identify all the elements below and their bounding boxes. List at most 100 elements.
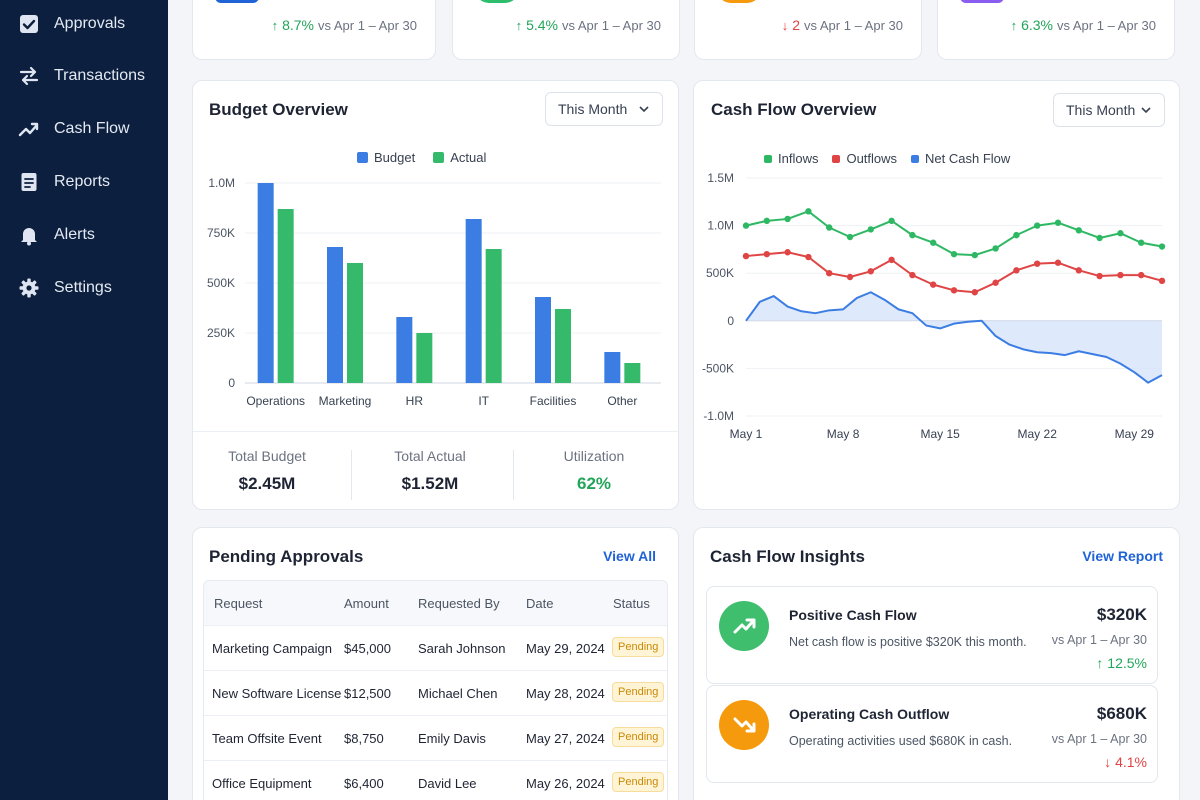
data-point-outflows <box>971 289 978 296</box>
insight-operating-cash-outflow[interactable]: Operating Cash Outflow Operating activit… <box>706 685 1158 783</box>
cell-requested-by: David Lee <box>418 776 477 791</box>
table-row[interactable]: Team Offsite Event $8,750 Emily Davis Ma… <box>204 716 667 761</box>
stat-range: vs Apr 1 – Apr 30 <box>317 17 417 33</box>
y-tick-label: 250K <box>207 326 235 340</box>
document-icon <box>18 171 40 193</box>
stat-range: vs Apr 1 – Apr 30 <box>1056 17 1156 33</box>
budget-summary: Total Budget $2.45M Total Actual $1.52M … <box>193 431 678 511</box>
divider <box>513 450 514 500</box>
arrow-up-icon: ↑ <box>271 17 279 33</box>
data-point-inflows <box>742 222 750 229</box>
stat-trend: ↑ 8.7% vs Apr 1 – Apr 30 <box>272 17 417 33</box>
total-actual-cell: Total Actual $1.52M <box>350 448 510 494</box>
status-badge: Pending <box>612 637 665 657</box>
bar-budget <box>327 247 343 383</box>
sidebar-item-label: Transactions <box>54 67 145 84</box>
column-header-status[interactable]: Status <box>613 596 650 611</box>
x-tick-label: HR <box>406 394 424 408</box>
stat-range: vs Apr 1 – Apr 30 <box>803 17 903 33</box>
data-point-outflows <box>846 273 854 281</box>
insight-change: ↑ 12.5% <box>1096 655 1147 671</box>
data-point-outflows <box>826 270 833 277</box>
view-all-link[interactable]: View All <box>603 548 656 564</box>
data-point-outflows <box>1138 271 1145 279</box>
y-tick-label: 0 <box>727 314 734 328</box>
stat-trend: ↓ 2 vs Apr 1 – Apr 30 <box>782 17 903 33</box>
x-tick-label: May 1 <box>730 427 763 441</box>
stat-icon <box>475 0 519 3</box>
column-header-requested-by[interactable]: Requested By <box>418 596 500 611</box>
chevron-down-icon <box>1141 107 1151 114</box>
bar-budget <box>604 352 621 383</box>
sidebar-item-alerts[interactable]: Alerts <box>0 215 168 255</box>
card-title: Budget Overview <box>209 100 348 119</box>
card-title: Cash Flow Insights <box>710 547 865 566</box>
data-point-inflows <box>1096 234 1103 242</box>
total-budget-value: $2.45M <box>238 474 296 493</box>
data-point-inflows <box>763 217 770 225</box>
x-tick-label: Operations <box>246 394 305 408</box>
column-header-date[interactable]: Date <box>526 596 554 611</box>
data-point-outflows <box>867 268 874 275</box>
table-header: Request Amount Requested By Date Status <box>204 581 667 626</box>
data-point-inflows <box>992 245 999 252</box>
net-cash-flow-area <box>746 292 1162 383</box>
x-tick-label: May 22 <box>1018 427 1058 441</box>
cell-date: May 28, 2024 <box>526 686 605 701</box>
cell-date: May 27, 2024 <box>526 731 605 746</box>
data-point-outflows <box>1034 260 1041 267</box>
legend-item-net-cash-flow: Net Cash Flow <box>911 151 1010 166</box>
bar-actual <box>485 249 502 383</box>
arrow-down-icon: ↓ <box>781 17 789 33</box>
bar-actual <box>555 309 571 383</box>
stat-percent: 6.3% <box>1021 17 1053 33</box>
column-header-request[interactable]: Request <box>214 596 263 611</box>
legend-item-inflows: Inflows <box>764 151 818 166</box>
card-title: Cash Flow Overview <box>711 100 877 119</box>
utilization-cell: Utilization 62% <box>514 448 674 494</box>
data-point-outflows <box>1117 271 1124 279</box>
cash-flow-insights-card: Cash Flow Insights View Report Positive … <box>693 527 1180 800</box>
x-tick-label: May 15 <box>920 427 960 441</box>
total-actual-label: Total Actual <box>394 448 466 464</box>
sidebar-item-approvals[interactable]: Approvals <box>0 4 168 44</box>
data-point-inflows <box>1013 231 1020 239</box>
table-row[interactable]: New Software License $12,500 Michael Che… <box>204 671 667 716</box>
view-report-link[interactable]: View Report <box>1082 548 1163 564</box>
data-point-inflows <box>846 233 854 241</box>
series-line-inflows <box>745 210 1163 257</box>
bar-budget <box>535 297 551 383</box>
insight-positive-cash-flow[interactable]: Positive Cash Flow Net cash flow is posi… <box>706 586 1158 684</box>
table-row[interactable]: Office Equipment $6,400 David Lee May 26… <box>204 761 667 800</box>
legend-swatch <box>357 152 368 163</box>
trend-up-icon <box>719 601 769 651</box>
data-point-inflows <box>1075 227 1082 234</box>
data-point-inflows <box>930 239 937 246</box>
period-dropdown[interactable]: This Month <box>545 92 663 126</box>
sidebar-item-transactions[interactable]: Transactions <box>0 56 168 96</box>
insight-percent: 12.5% <box>1107 655 1147 671</box>
chevron-down-icon <box>639 106 649 113</box>
data-point-inflows <box>1158 243 1166 250</box>
cash-flow-overview-card: Cash Flow Overview This Month Inflows Ou… <box>693 80 1180 510</box>
y-tick-label: -1.0M <box>703 409 734 423</box>
legend-label: Inflows <box>778 151 819 166</box>
x-tick-label: Marketing <box>319 394 372 408</box>
column-header-amount[interactable]: Amount <box>344 596 389 611</box>
cell-amount: $6,400 <box>344 776 384 791</box>
sidebar-item-settings[interactable]: Settings <box>0 268 168 308</box>
insight-change: ↓ 4.1% <box>1104 754 1147 770</box>
pending-approvals-card: Pending Approvals View All Request Amoun… <box>192 527 679 800</box>
table-row[interactable]: Marketing Campaign $45,000 Sarah Johnson… <box>204 626 667 671</box>
bar-budget <box>396 317 413 383</box>
sidebar-item-cash-flow[interactable]: Cash Flow <box>0 109 168 149</box>
divider <box>351 450 352 500</box>
cell-amount: $45,000 <box>344 641 391 656</box>
x-tick-label: May 29 <box>1115 427 1155 441</box>
y-tick-label: 1.0M <box>707 219 734 233</box>
sidebar-item-reports[interactable]: Reports <box>0 162 168 202</box>
period-dropdown[interactable]: This Month <box>1053 93 1165 127</box>
data-point-inflows <box>826 224 833 231</box>
insight-range: vs Apr 1 – Apr 30 <box>1051 732 1147 746</box>
data-point-outflows <box>784 249 791 256</box>
